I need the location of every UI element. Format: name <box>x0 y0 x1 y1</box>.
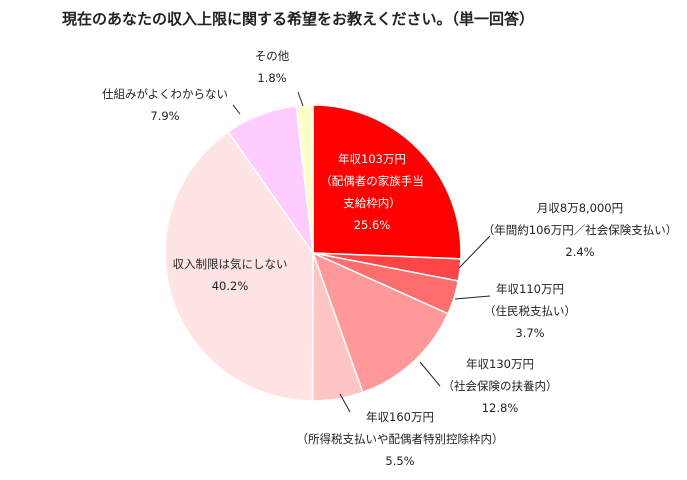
pie-slice-0 <box>312 104 462 260</box>
slice-value-label-0: 25.6% <box>354 218 391 232</box>
slice-category-label-5: 収入制限は気にしない <box>173 257 288 271</box>
slice-category-label-0: 支給枠内） <box>343 196 401 210</box>
slice-category-label-3: （社会保険の扶養内） <box>443 379 558 393</box>
slice-category-label-1: 月収8万8,000円 <box>537 201 623 215</box>
slice-category-label-3: 年収130万円 <box>466 357 534 371</box>
slice-value-label-5: 40.2% <box>212 279 249 293</box>
pie-slice-5 <box>164 130 314 402</box>
slice-category-label-0: 年収103万円 <box>338 152 406 166</box>
slice-category-label-4: （所得税支払いや配偶者特別控除枠内） <box>297 432 504 446</box>
slice-value-label-3: 12.8% <box>482 401 519 415</box>
slice-category-label-1: （年間約106万円／社会保険支払い） <box>483 223 677 237</box>
leader-line-2 <box>454 295 491 300</box>
chart-title: 現在のあなたの収入上限に関する希望をお教えください。（単一回答） <box>62 10 535 28</box>
slice-category-label-0: （配偶者の家族手当 <box>320 174 424 188</box>
leader-line-1 <box>458 235 491 269</box>
pie-slice-7 <box>295 104 314 254</box>
slice-category-label-2: （住民税支払い） <box>484 304 576 318</box>
slice-value-label-6: 7.9% <box>150 109 179 123</box>
slice-value-label-2: 3.7% <box>515 326 544 340</box>
slice-category-label-4: 年収160万円 <box>366 410 434 424</box>
slice-category-label-7: その他 <box>255 49 290 63</box>
leader-line-6 <box>232 104 241 115</box>
slice-value-label-7: 1.8% <box>257 71 286 85</box>
pie-slice-3 <box>311 251 449 394</box>
slice-value-label-4: 5.5% <box>385 454 414 468</box>
leader-line-4 <box>339 393 351 413</box>
leader-line-7 <box>297 91 304 107</box>
slice-category-label-2: 年収110万円 <box>496 282 564 296</box>
slice-value-label-1: 2.4% <box>565 245 594 259</box>
leader-line-3 <box>419 361 441 387</box>
slice-category-label-6: 仕組みがよくわからない <box>102 87 228 101</box>
